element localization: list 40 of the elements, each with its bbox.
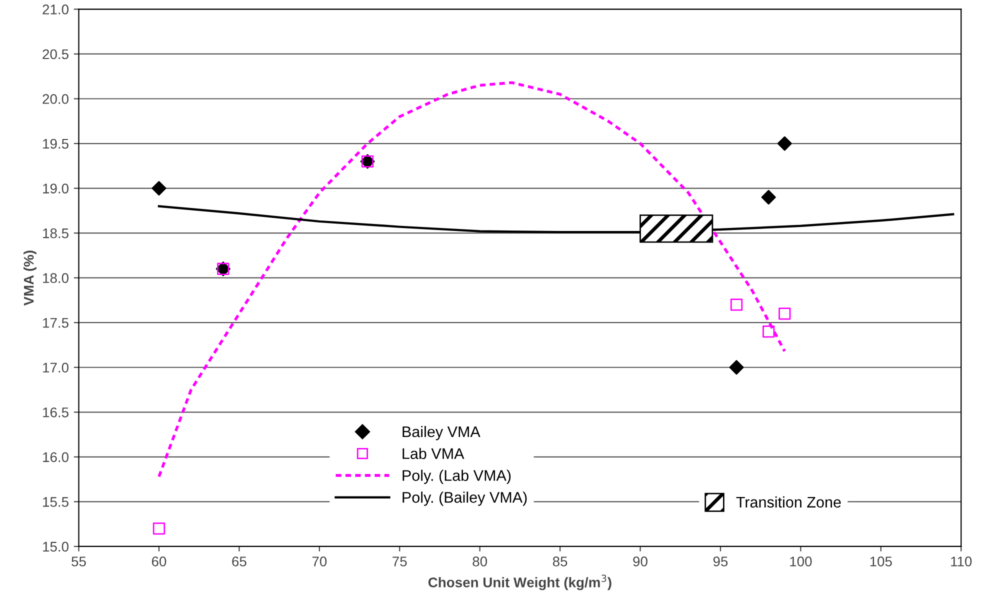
y-tick-label: 19.0 — [43, 184, 68, 194]
y-tick-label: 19.5 — [43, 138, 68, 149]
y-tick-label: 15.5 — [43, 497, 68, 507]
point — [730, 298, 743, 311]
x-axis-title: Chosen Unit Weight (kg/m$^{3}$) — [428, 574, 612, 590]
legend-label: Bailey VMA — [402, 426, 480, 440]
legend-label: Poly. (Bailey VMA) — [402, 492, 527, 506]
point — [761, 190, 776, 205]
x-tick-label: 60 — [152, 556, 166, 566]
y-tick-label: 18.5 — [43, 228, 68, 238]
y-tick-label: 20.0 — [42, 94, 68, 104]
x-tick-label: 55 — [72, 556, 86, 566]
y-tick-label: 18.0 — [43, 273, 68, 284]
x-tick-label: 80 — [472, 556, 488, 566]
point — [729, 360, 744, 375]
legend-label: Lab VMA — [402, 448, 464, 460]
x-tick-label: 110 — [951, 556, 972, 566]
x-tick-label: 65 — [232, 556, 246, 566]
x-tick-label: 100 — [790, 556, 812, 566]
x-tick-label: 85 — [552, 556, 568, 566]
y-tick-label: 16.0 — [43, 452, 68, 462]
point — [778, 308, 791, 320]
x-tick-label: 75 — [392, 556, 407, 566]
point — [777, 136, 792, 151]
y-tick-label: 17.0 — [43, 362, 68, 373]
x-tick-label: 90 — [633, 556, 648, 566]
y-tick-label: 17.5 — [43, 318, 68, 328]
y-axis-title: VMA (%) — [24, 250, 36, 306]
legend-label: Poly. (Lab VMA) — [402, 470, 511, 484]
point — [152, 522, 166, 535]
x-tick-label: 70 — [312, 556, 327, 566]
y-tick-label: 20.5 — [42, 49, 68, 60]
x-tick-label: 105 — [870, 556, 892, 566]
y-tick-label: 15.0 — [43, 542, 68, 552]
legend-label: Transition Zone — [736, 496, 841, 508]
point — [152, 181, 166, 196]
y-tick-label: 16.5 — [43, 407, 68, 418]
point — [762, 325, 775, 338]
x-tick-label: 95 — [713, 556, 728, 566]
y-tick-label: 21.0 — [42, 4, 68, 14]
